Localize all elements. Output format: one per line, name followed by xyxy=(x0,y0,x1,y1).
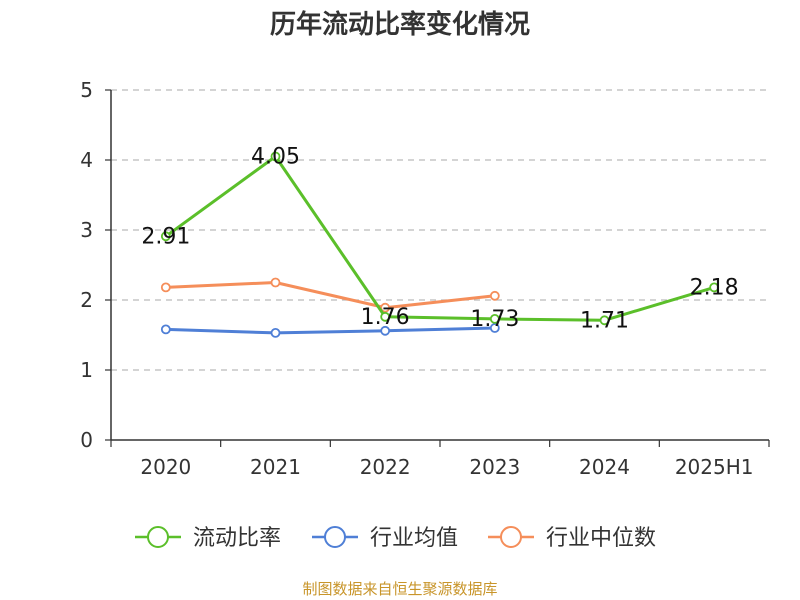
data-point xyxy=(709,282,720,293)
legend-label: 流动比率 xyxy=(193,526,281,551)
legend-label: 行业中位数 xyxy=(546,526,656,551)
x-tick-label: 2021 xyxy=(250,455,301,479)
x-tick-label: 2022 xyxy=(360,455,411,479)
data-point xyxy=(599,315,610,326)
data-label: 2.18 xyxy=(690,275,739,300)
data-point xyxy=(380,325,391,336)
source-note: 制图数据来自恒生聚源数据库 xyxy=(302,580,498,598)
data-point xyxy=(489,313,500,324)
data-label: 1.73 xyxy=(470,307,519,332)
y-tick-label: 5 xyxy=(80,78,93,102)
data-point xyxy=(160,282,171,293)
legend-marker xyxy=(147,526,169,548)
data-point xyxy=(270,151,281,162)
y-tick-label: 2 xyxy=(80,288,93,312)
data-label: 4.05 xyxy=(251,145,300,170)
data-point xyxy=(160,231,171,242)
data-point xyxy=(380,302,391,313)
series-line xyxy=(165,326,495,335)
data-point xyxy=(489,323,500,333)
data-label: 2.91 xyxy=(141,224,190,249)
legend-marker xyxy=(324,526,346,548)
x-tick-label: 2023 xyxy=(469,455,520,479)
legend-label: 行业均值 xyxy=(370,526,458,551)
y-tick-label: 0 xyxy=(80,428,93,452)
data-label: 1.71 xyxy=(580,308,629,333)
data-point xyxy=(270,277,281,288)
x-tick-label: 2025H1 xyxy=(675,455,754,479)
series-line xyxy=(165,281,495,310)
y-tick-label: 4 xyxy=(80,148,93,172)
legend-marker xyxy=(500,526,522,548)
chart-title: 历年流动比率变化情况 xyxy=(269,10,530,40)
x-tick-label: 2020 xyxy=(140,455,191,479)
series-line xyxy=(164,155,715,322)
y-tick-label: 3 xyxy=(80,218,93,242)
data-label: 1.76 xyxy=(361,305,410,330)
data-point xyxy=(489,290,500,301)
x-tick-label: 2024 xyxy=(579,455,630,479)
data-point xyxy=(160,324,171,335)
y-tick-label: 1 xyxy=(80,358,93,382)
data-point xyxy=(270,327,281,338)
data-point xyxy=(380,311,391,322)
